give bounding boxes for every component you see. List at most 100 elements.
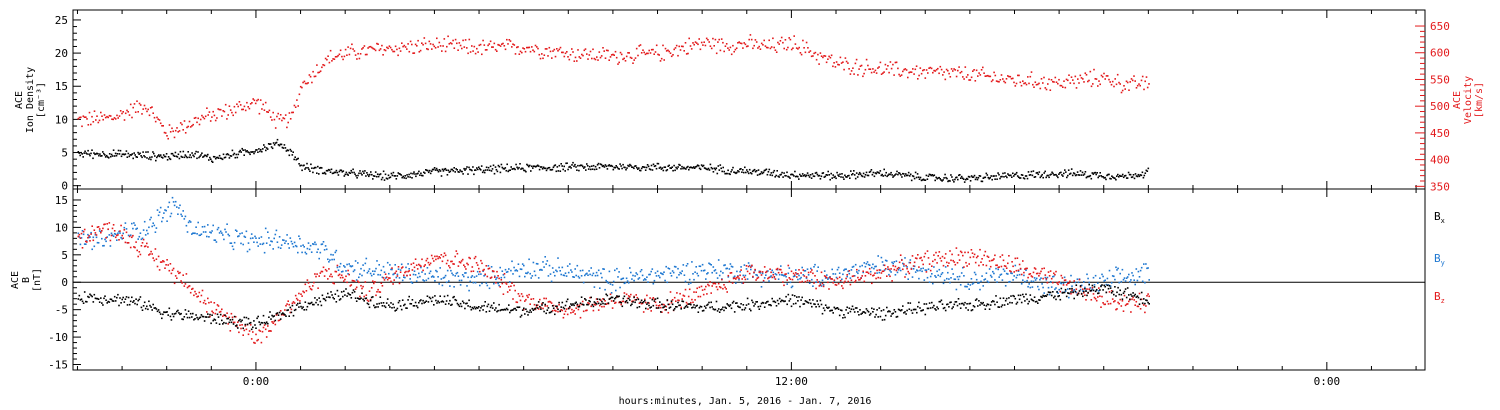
bz-point xyxy=(948,262,950,264)
density-point xyxy=(586,163,588,165)
density-point xyxy=(482,169,485,172)
bx-point xyxy=(176,310,178,313)
bz-point xyxy=(593,303,596,306)
bx-point xyxy=(428,296,431,299)
bz-point xyxy=(662,303,664,306)
bx-point xyxy=(126,304,129,306)
by-point xyxy=(995,267,997,270)
bz-point xyxy=(504,281,507,284)
by-point xyxy=(668,268,671,270)
by-point xyxy=(883,269,886,271)
density-point xyxy=(486,169,489,171)
bx-point xyxy=(166,311,168,313)
bz-point xyxy=(161,261,163,263)
bx-point xyxy=(802,303,805,305)
velocity-point xyxy=(702,44,704,46)
density-point xyxy=(206,155,208,158)
density-point xyxy=(645,166,648,169)
bx-point xyxy=(394,310,396,312)
velocity-point xyxy=(472,50,474,52)
velocity-point xyxy=(973,69,975,71)
velocity-point xyxy=(398,47,401,50)
bz-point xyxy=(783,284,785,287)
bz-point xyxy=(144,245,147,247)
bx-point xyxy=(179,313,181,316)
by-point xyxy=(937,274,939,277)
velocity-point xyxy=(332,58,334,60)
velocity-point xyxy=(366,53,368,56)
bx-point xyxy=(702,309,705,312)
density-point xyxy=(316,172,318,174)
bz-point xyxy=(392,283,394,285)
bx-point xyxy=(493,302,495,304)
by-point xyxy=(475,275,478,277)
bx-point xyxy=(496,310,498,313)
by-point xyxy=(1075,291,1078,294)
by-point xyxy=(551,267,554,269)
bz-point xyxy=(537,308,540,310)
bz-point xyxy=(77,235,80,238)
density-point xyxy=(884,174,886,177)
density-point xyxy=(92,157,94,160)
density-point xyxy=(908,175,911,177)
by-point xyxy=(717,259,720,261)
density-point xyxy=(289,148,292,151)
bx-point xyxy=(814,303,816,306)
bz-point xyxy=(1044,274,1047,276)
by-point xyxy=(911,276,914,278)
velocity-point xyxy=(339,49,342,52)
by-point xyxy=(314,241,316,244)
velocity-point xyxy=(1080,77,1083,79)
velocity-point xyxy=(815,58,818,61)
bz-point xyxy=(206,311,208,313)
density-point xyxy=(287,149,290,152)
velocity-point xyxy=(697,43,699,46)
by-point xyxy=(390,268,392,271)
bx-point xyxy=(473,306,476,308)
bz-point xyxy=(204,303,207,305)
by-point xyxy=(1017,270,1020,272)
bz-point xyxy=(374,281,376,283)
bz-point xyxy=(675,300,677,302)
by-point xyxy=(791,285,794,288)
bz-point xyxy=(135,241,137,243)
velocity-point xyxy=(508,39,511,41)
by-point xyxy=(917,270,919,272)
density-point xyxy=(456,169,458,171)
velocity-point xyxy=(624,60,627,62)
by-point xyxy=(563,274,566,277)
by-point xyxy=(1049,281,1052,283)
bz-point xyxy=(478,267,480,270)
by-point xyxy=(1118,281,1120,284)
velocity-point xyxy=(980,69,983,71)
bz-point xyxy=(290,308,293,311)
bx-point xyxy=(828,306,830,309)
bz-point xyxy=(665,305,667,308)
velocity-point xyxy=(1057,82,1059,85)
density-point xyxy=(916,173,919,175)
bx-point xyxy=(217,316,220,318)
bz-point xyxy=(706,293,708,295)
by-point xyxy=(1028,283,1030,285)
bz-point xyxy=(1039,272,1041,275)
bz-point xyxy=(357,280,359,282)
bx-point xyxy=(372,296,374,298)
bz-point xyxy=(1054,273,1056,276)
by-point xyxy=(691,261,693,263)
bx-point xyxy=(733,311,736,313)
velocity-point xyxy=(1094,78,1097,80)
velocity-point xyxy=(281,119,283,122)
bx-point xyxy=(144,307,147,310)
velocity-point xyxy=(719,49,722,52)
bx-point xyxy=(929,307,932,309)
density-point xyxy=(447,169,450,172)
bx-point xyxy=(547,307,550,309)
bz-point xyxy=(1090,299,1093,301)
velocity-point xyxy=(222,110,224,112)
velocity-point xyxy=(131,116,133,119)
density-point xyxy=(1019,177,1022,179)
density-point xyxy=(162,154,165,156)
bz-point xyxy=(881,270,884,273)
density-point xyxy=(372,178,374,180)
bz-point xyxy=(933,254,935,256)
